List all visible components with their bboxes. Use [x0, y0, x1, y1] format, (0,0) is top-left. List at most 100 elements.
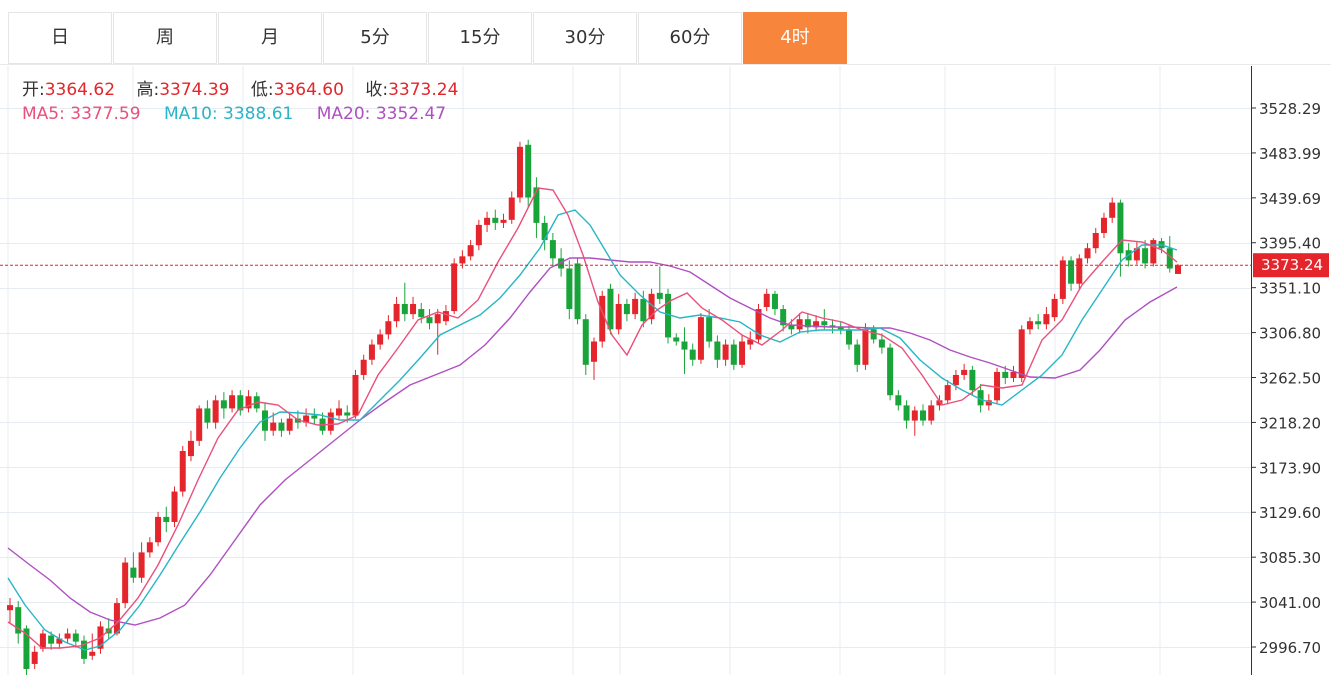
candle-body: [163, 516, 170, 522]
candle: [574, 258, 581, 325]
candle: [845, 325, 852, 350]
candle: [484, 211, 491, 232]
candle-body: [1133, 248, 1140, 261]
candle-body: [220, 400, 227, 409]
tab-4hour[interactable]: 4时: [743, 12, 847, 64]
ma5-value: 3377.59: [70, 104, 141, 124]
candle: [475, 219, 482, 251]
ma20-legend: MA20: 3352.47: [317, 104, 446, 124]
candle-body: [558, 258, 565, 269]
candle: [549, 233, 556, 267]
tab-5min[interactable]: 5分: [323, 12, 427, 64]
candle-body: [1018, 329, 1025, 379]
candle: [212, 395, 219, 429]
candle: [977, 384, 984, 413]
candle-body: [845, 329, 852, 345]
candle: [303, 408, 310, 427]
candle: [1068, 256, 1075, 291]
candle: [1092, 227, 1099, 254]
candle-body: [780, 309, 787, 326]
high-label: 高:: [136, 80, 160, 100]
candle: [599, 290, 606, 348]
candle-body: [920, 410, 927, 421]
tab-week[interactable]: 周: [113, 12, 217, 64]
candle: [393, 296, 400, 328]
candle: [961, 363, 968, 381]
y-tick-label: 3306.80: [1259, 325, 1321, 343]
candle: [920, 404, 927, 426]
candle-body: [467, 245, 474, 257]
candle-body: [681, 341, 688, 350]
y-tick-label: 3395.40: [1259, 235, 1321, 253]
y-tick-label: 3528.29: [1259, 100, 1321, 118]
candle: [936, 395, 943, 411]
candle: [130, 552, 137, 583]
candle-body: [591, 341, 597, 362]
candle-body: [1010, 371, 1017, 379]
candle-body: [377, 334, 384, 345]
y-tick-label: 2996.70: [1259, 639, 1321, 657]
candle-body: [903, 405, 910, 421]
candle: [72, 629, 79, 648]
candle: [434, 309, 441, 355]
candle: [648, 288, 655, 325]
candle: [730, 339, 737, 370]
tab-day[interactable]: 日: [8, 12, 112, 64]
candle-body: [615, 303, 622, 330]
candle-body: [89, 651, 96, 656]
candle-body: [961, 369, 968, 375]
candle-body: [352, 374, 359, 416]
y-tick-label: 3483.99: [1259, 145, 1321, 163]
candle: [582, 314, 589, 375]
tab-15min[interactable]: 15分: [428, 12, 532, 64]
candle: [755, 303, 762, 344]
candle-body: [1059, 260, 1066, 299]
candle-body: [303, 415, 310, 423]
candle: [516, 141, 523, 203]
candle: [327, 408, 334, 435]
candle: [31, 645, 38, 670]
candle: [418, 302, 425, 324]
candle: [1100, 212, 1107, 239]
candle: [401, 282, 408, 322]
candle: [467, 240, 474, 261]
ohlc-info-panel: 开:3364.62 高:3374.39 低:3364.60 收:3373.24 …: [22, 78, 474, 126]
candle: [179, 445, 186, 497]
tab-60min[interactable]: 60分: [638, 12, 742, 64]
candle-body: [1084, 248, 1091, 259]
candle-body: [56, 638, 63, 644]
candle: [1043, 307, 1050, 330]
candle: [813, 315, 820, 332]
high-value: 3374.39: [159, 80, 230, 100]
tab-30min[interactable]: 30分: [533, 12, 637, 64]
close-label: 收:: [365, 80, 389, 100]
ma20-value: 3352.47: [375, 104, 447, 124]
candle-body: [714, 341, 721, 360]
candle: [525, 139, 532, 208]
candle-body: [977, 390, 984, 406]
candle-body: [385, 321, 392, 335]
candle-body: [1002, 371, 1009, 379]
candle-body: [771, 293, 778, 310]
tab-month[interactable]: 月: [218, 12, 322, 64]
candle: [426, 309, 433, 330]
candle-body: [204, 408, 211, 423]
ma5-line: [7, 187, 1178, 649]
candle-body: [1100, 217, 1107, 234]
y-tick-label: 3173.90: [1259, 459, 1321, 477]
candle: [451, 258, 458, 315]
y-tick-label: 3085.30: [1259, 549, 1321, 567]
moving-average-lines: [7, 187, 1178, 651]
y-tick-label: 3218.20: [1259, 414, 1321, 432]
candle-body: [673, 337, 680, 342]
candle-body: [138, 552, 145, 578]
ma10-legend: MA10: 3388.61: [164, 104, 293, 124]
candle-body: [936, 400, 943, 406]
candle-body: [401, 303, 408, 315]
candle-body: [171, 491, 178, 522]
candle-body: [969, 369, 976, 391]
candle-body: [689, 349, 696, 360]
candle-body: [706, 317, 713, 342]
candle-body: [697, 317, 704, 360]
